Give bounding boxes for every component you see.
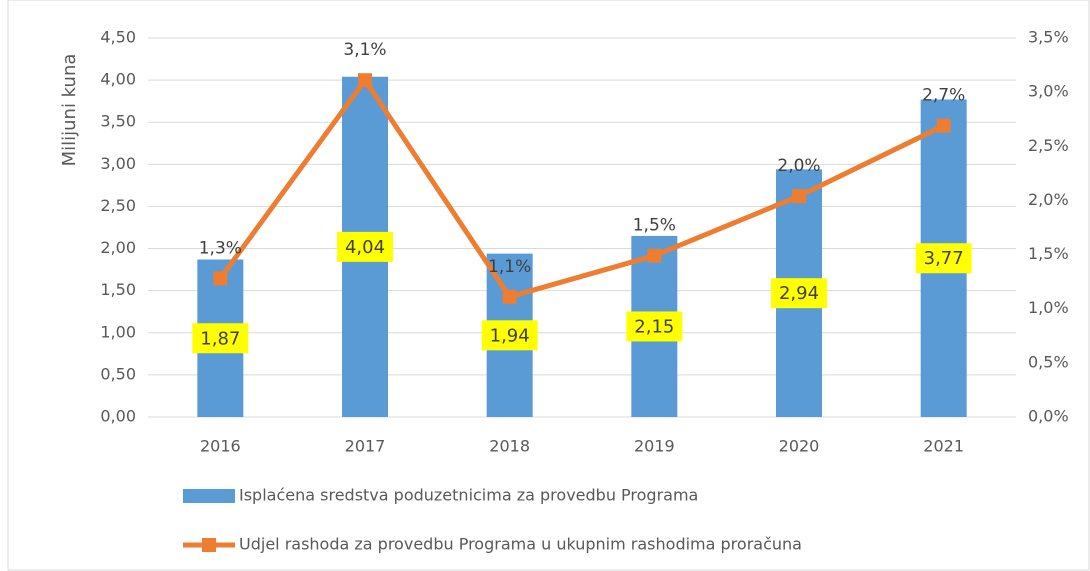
y2-tick-label: 0,0% <box>1028 407 1069 426</box>
y2-tick-label: 2,5% <box>1028 136 1069 155</box>
value-label: 1,3% <box>199 238 242 258</box>
line <box>218 75 945 300</box>
value-label: 2,7% <box>922 86 965 106</box>
x-tick-label: 2020 <box>779 437 820 456</box>
value-label: 4,04 <box>345 237 385 258</box>
value-label: 3,1% <box>343 40 386 60</box>
y-tick-label: 4,50 <box>100 28 136 47</box>
x-tick-label: 2019 <box>634 437 675 456</box>
x-tick-label: 2017 <box>345 437 386 456</box>
x-tick-label: 2018 <box>489 437 530 456</box>
line-marker <box>502 289 517 304</box>
legend-label: Udjel rashoda za provedbu Programa u uku… <box>239 535 802 554</box>
value-label: 2,15 <box>634 316 674 337</box>
y-tick-label: 0,00 <box>100 407 136 426</box>
value-label: 2,94 <box>779 283 819 304</box>
y2-tick-label: 3,5% <box>1028 28 1069 47</box>
value-label: 1,5% <box>633 216 676 236</box>
y-tick-label: 1,50 <box>100 280 136 299</box>
value-label-box <box>337 231 393 262</box>
value-label-box <box>192 323 249 354</box>
value-label: 2,0% <box>777 156 820 176</box>
value-label: 1,1% <box>488 257 531 277</box>
y-tick-label: 3,00 <box>100 154 136 173</box>
y-tick-label: 2,00 <box>100 238 136 257</box>
line-marker <box>647 248 662 263</box>
line-marker <box>792 189 806 204</box>
y2-tick-label: 0,5% <box>1028 352 1069 371</box>
x-tick-label: 2021 <box>923 437 964 456</box>
y2-tick-label: 2,0% <box>1028 190 1069 209</box>
y-tick-label: 1,00 <box>100 322 136 341</box>
value-label-box <box>915 243 972 274</box>
legend-swatch <box>183 489 235 503</box>
y2-tick-label: 1,0% <box>1028 298 1069 317</box>
line-marker <box>358 73 372 88</box>
y-tick-label: 2,50 <box>100 196 136 215</box>
line-marker <box>936 118 951 133</box>
y-tick-label: 0,50 <box>100 364 136 383</box>
value-label-box <box>771 278 827 309</box>
y2-tick-label: 1,5% <box>1028 244 1069 263</box>
value-label-box <box>626 311 683 342</box>
value-label-box <box>481 320 538 351</box>
value-label: 1,87 <box>200 328 240 349</box>
y2-tick-label: 3,0% <box>1028 82 1069 101</box>
legend-swatch-marker <box>202 538 216 552</box>
line-marker <box>213 271 228 286</box>
y-tick-label: 4,00 <box>100 70 136 89</box>
x-tick-label: 2016 <box>200 437 241 456</box>
value-label: 3,77 <box>924 248 964 269</box>
y-tick-label: 3,50 <box>100 112 136 131</box>
value-label: 1,94 <box>490 325 530 346</box>
y-axis-label: Milijuni kuna <box>59 54 80 167</box>
legend-label: Isplaćena sredstva poduzetnicima za prov… <box>239 486 698 505</box>
